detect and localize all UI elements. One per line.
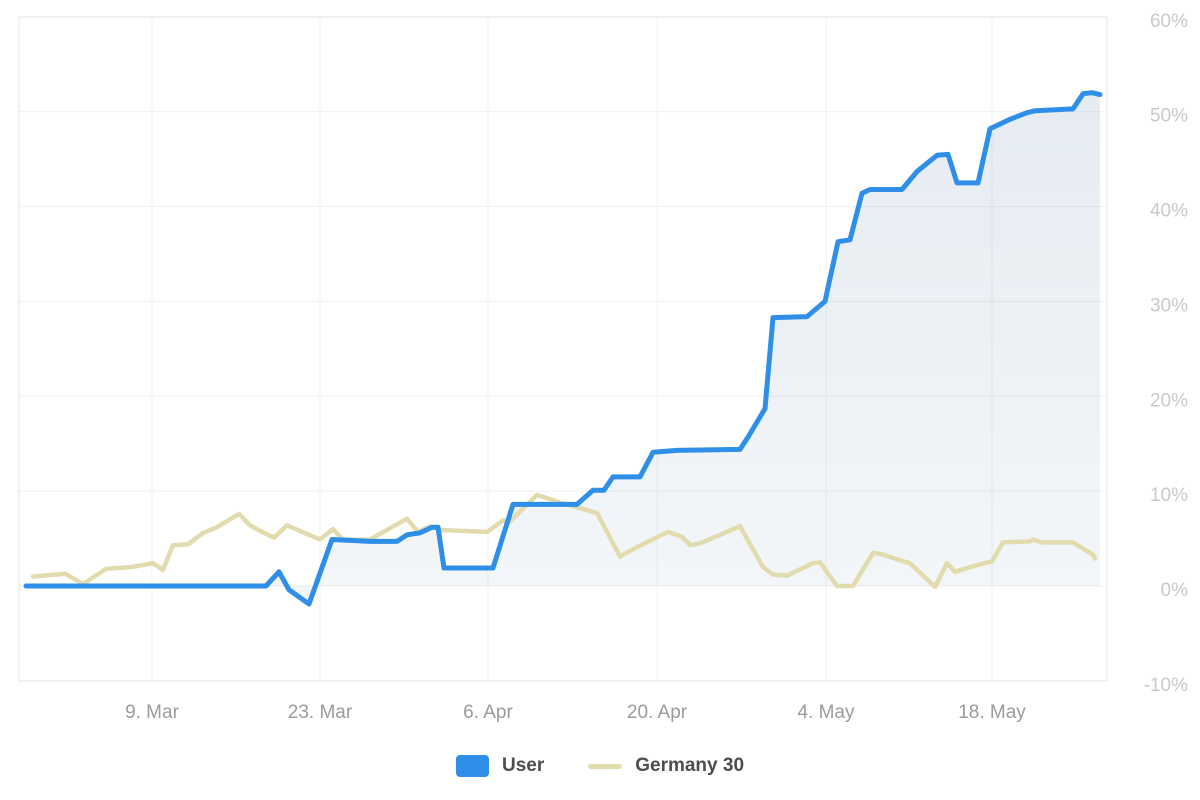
legend-item-user[interactable]: User: [455, 755, 545, 777]
x-axis-label: 20. Apr: [627, 702, 688, 723]
germany30-line: [30, 492, 1098, 590]
y-axis-label: 60%: [1150, 11, 1188, 32]
x-axis-label: 4. May: [797, 702, 855, 723]
y-axis-label: 10%: [1150, 485, 1188, 506]
y-axis-label: 30%: [1150, 295, 1188, 316]
plot-border: [18, 16, 1108, 682]
germany30-series-swatch: [588, 763, 623, 769]
x-axis-label: 9. Mar: [125, 702, 180, 723]
y-axis-label: 40%: [1150, 201, 1188, 222]
x-axis-label: 23. Mar: [288, 702, 353, 723]
user-series-swatch: [455, 755, 489, 777]
legend-item-germany30[interactable]: Germany 30: [588, 755, 744, 777]
user-series-label: User: [501, 755, 545, 776]
y-axis-label: 20%: [1150, 390, 1188, 411]
germany30-series-label: Germany 30: [635, 755, 745, 776]
user-area-fill: [26, 92, 1100, 604]
x-axis-label: 18. May: [958, 702, 1026, 723]
user-line: [23, 90, 1103, 607]
y-axis-label: 0%: [1161, 580, 1189, 601]
y-axis-label: 50%: [1150, 106, 1188, 127]
plot-svg[interactable]: 60% 50% 40% 30% 20% 10% 0% -10% 9. Mar 23. Mar 6. …: [0, 0, 1200, 735]
x-axis-label: 6. Apr: [463, 702, 513, 723]
chart-legend: User Germany 30: [0, 742, 1200, 790]
y-axis-label: -10%: [1144, 675, 1188, 696]
